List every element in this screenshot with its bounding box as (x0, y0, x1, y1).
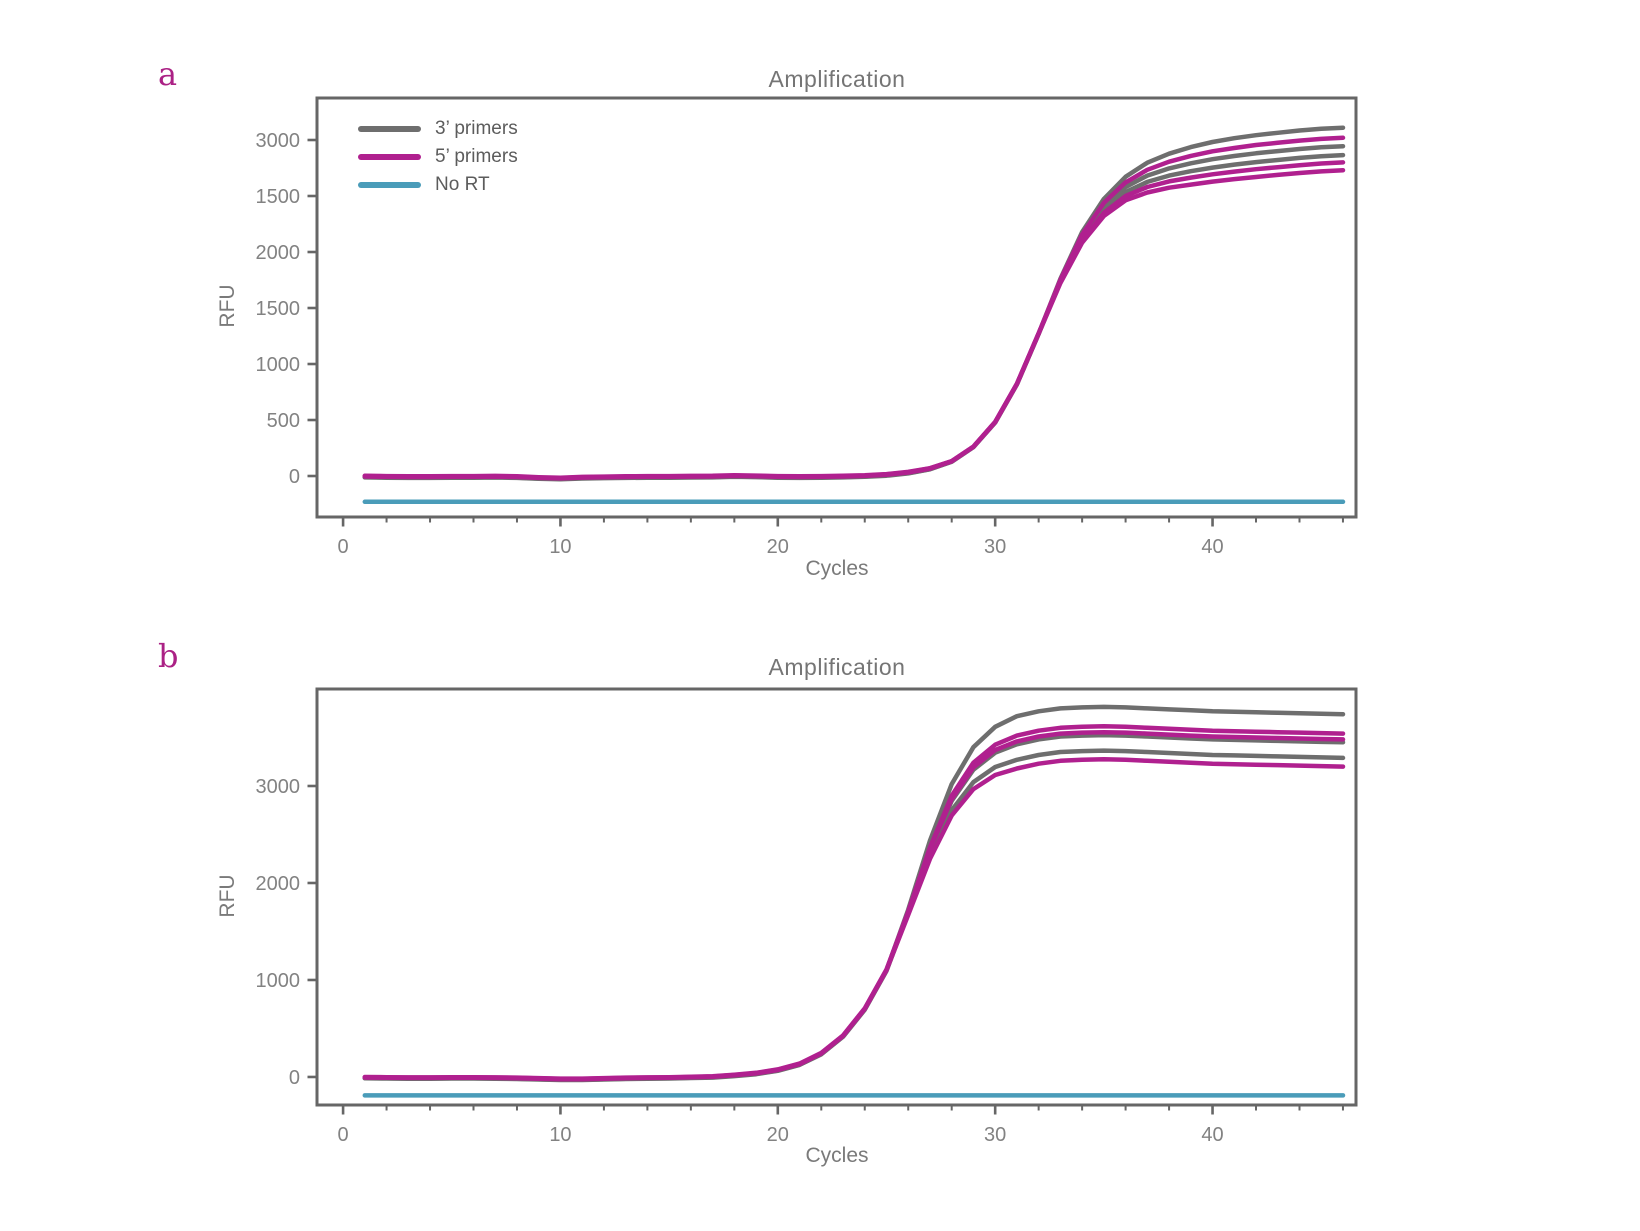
y-axis-label-b: RFU (216, 874, 239, 918)
legend-swatch-5-primers (358, 154, 421, 160)
svg-text:10: 10 (549, 1124, 571, 1146)
panel-label-a: a (158, 55, 178, 93)
legend-item-no-rt: No RT (358, 174, 518, 195)
plot-title-a: Amplification (768, 66, 906, 92)
plot-title-b: Amplification (768, 654, 906, 680)
svg-text:1500: 1500 (256, 186, 301, 208)
svg-text:0: 0 (289, 466, 300, 488)
svg-text:20: 20 (767, 1124, 789, 1146)
svg-text:0: 0 (289, 1067, 300, 1089)
legend-item-3-primers: 3’ primers (358, 118, 518, 139)
legend-label-3-primers: 3’ primers (435, 118, 518, 139)
x-axis-label-b: Cycles (805, 1144, 869, 1167)
svg-text:40: 40 (1201, 536, 1223, 558)
legend-swatch-3-primers (358, 126, 421, 132)
svg-text:3000: 3000 (256, 130, 301, 152)
svg-text:30: 30 (984, 1124, 1006, 1146)
svg-text:30: 30 (984, 536, 1006, 558)
legend-swatch-no-rt (358, 182, 421, 188)
svg-text:3000: 3000 (256, 776, 301, 798)
legend-label-5-primers: 5’ primers (435, 146, 518, 167)
x-axis-label-a: Cycles (805, 557, 869, 580)
svg-text:0: 0 (338, 1124, 349, 1146)
svg-text:1000: 1000 (256, 970, 301, 992)
svg-text:20: 20 (767, 536, 789, 558)
panel-label-b: b (158, 637, 179, 675)
legend-item-5-primers: 5’ primers (358, 146, 518, 167)
legend: 3’ primers 5’ primers No RT (358, 118, 518, 195)
svg-text:0: 0 (338, 536, 349, 558)
svg-text:500: 500 (267, 410, 300, 432)
svg-text:40: 40 (1201, 1124, 1223, 1146)
legend-label-no-rt: No RT (435, 174, 490, 195)
svg-text:10: 10 (549, 536, 571, 558)
svg-text:1500: 1500 (256, 298, 301, 320)
svg-text:1000: 1000 (256, 354, 301, 376)
svg-text:2000: 2000 (256, 242, 301, 264)
svg-text:2000: 2000 (256, 873, 301, 895)
